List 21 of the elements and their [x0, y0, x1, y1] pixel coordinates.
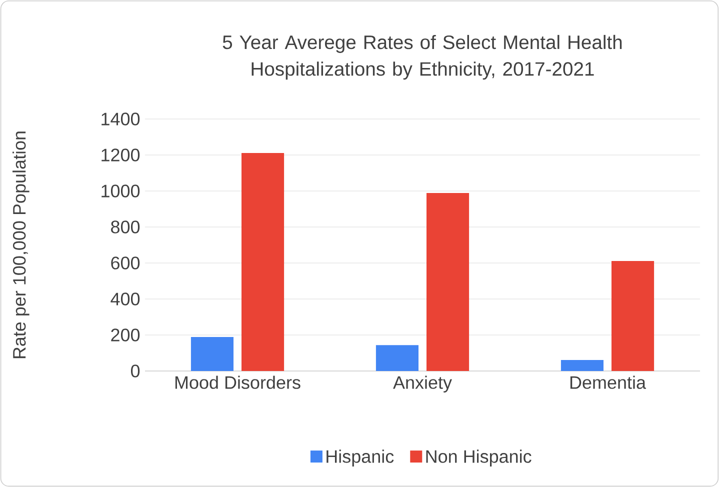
bar [426, 192, 470, 371]
y-tick-label: 1400 [102, 112, 140, 126]
legend-label: Hispanic [326, 450, 394, 466]
chart-title: 5 Year Averege Rates of Select Mental Health Hospitalizations by Ethnicity, 2017-2021 [222, 34, 622, 80]
x-tick-label: Dementia [570, 376, 646, 389]
x-tick-label: Anxiety [393, 376, 452, 392]
legend-label: Non Hispanic [426, 450, 532, 466]
bar [190, 336, 234, 371]
bar [376, 345, 418, 371]
y-tick-label: 400 [110, 292, 140, 306]
y-tick-label: 0 [130, 364, 140, 378]
bar [242, 153, 284, 371]
bar [611, 261, 654, 371]
bar [560, 360, 604, 371]
y-tick-label: 1000 [102, 184, 140, 198]
y-tick-label: 600 [111, 256, 140, 270]
y-tick-label: 1200 [102, 148, 140, 162]
y-tick-label: 200 [111, 328, 140, 342]
x-tick-label: Mood Disorders [175, 376, 300, 389]
y-tick-label: 800 [111, 220, 140, 234]
y-axis-title: Rate per 100,000 Population [12, 132, 30, 358]
